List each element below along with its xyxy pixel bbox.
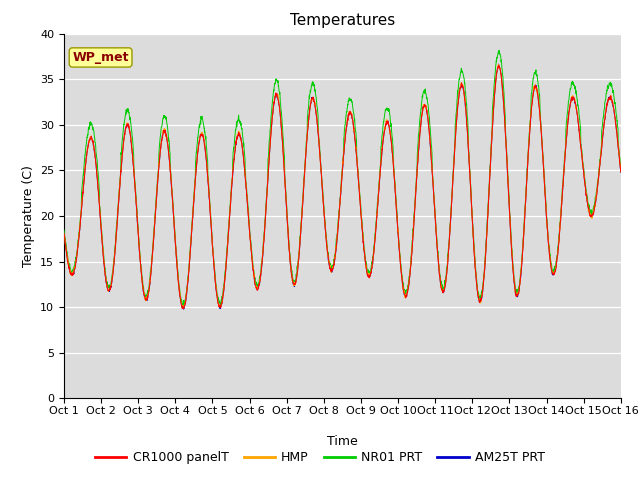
Text: WP_met: WP_met [72, 51, 129, 64]
Legend: CR1000 panelT, HMP, NR01 PRT, AM25T PRT: CR1000 panelT, HMP, NR01 PRT, AM25T PRT [90, 446, 550, 469]
X-axis label: Time: Time [327, 435, 358, 448]
Y-axis label: Temperature (C): Temperature (C) [22, 165, 35, 267]
Title: Temperatures: Temperatures [290, 13, 395, 28]
